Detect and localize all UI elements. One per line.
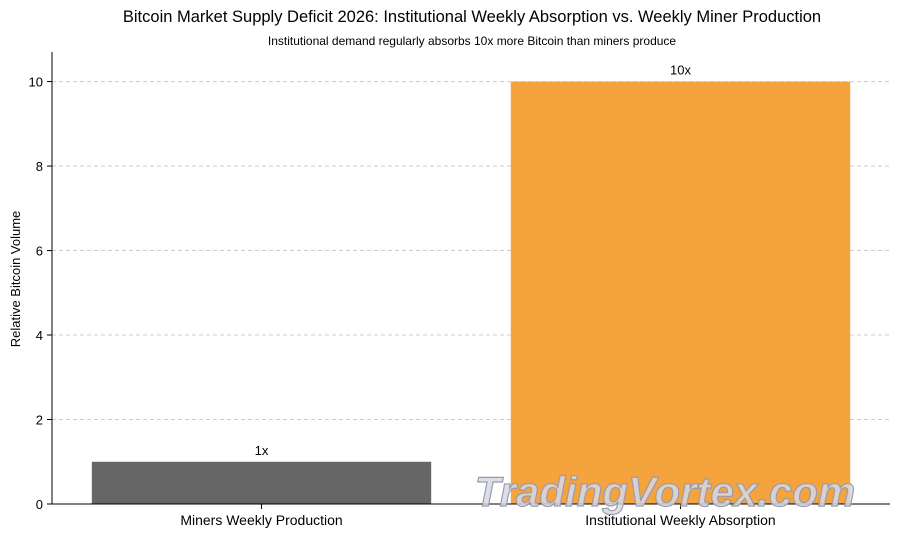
y-tick-label: 4: [36, 328, 43, 343]
data-labels: 1x 10x: [255, 63, 692, 458]
data-label: 10x: [670, 63, 691, 78]
y-axis-label: Relative Bitcoin Volume: [8, 211, 23, 348]
y-tick-label: 10: [29, 75, 43, 90]
y-tick-label: 6: [36, 244, 43, 259]
chart-subtitle: Institutional demand regularly absorbs 1…: [268, 34, 677, 48]
y-tick-label: 8: [36, 159, 43, 174]
y-ticks: 0 2 4 6 8 10: [29, 75, 52, 512]
y-tick-label: 2: [36, 413, 43, 428]
x-ticks: Miners Weekly Production Institutional We…: [180, 504, 776, 528]
data-label: 1x: [255, 443, 269, 458]
x-tick-label: Institutional Weekly Absorption: [585, 512, 775, 528]
bar-1: [91, 461, 432, 504]
bars: [91, 81, 851, 504]
x-tick-label: Miners Weekly Production: [180, 512, 342, 528]
bar-2: [510, 81, 851, 504]
chart-title: Bitcoin Market Supply Deficit 2026: Inst…: [123, 8, 821, 26]
y-tick-label: 0: [36, 497, 43, 512]
watermark: TradingVortex.com: [475, 468, 855, 515]
